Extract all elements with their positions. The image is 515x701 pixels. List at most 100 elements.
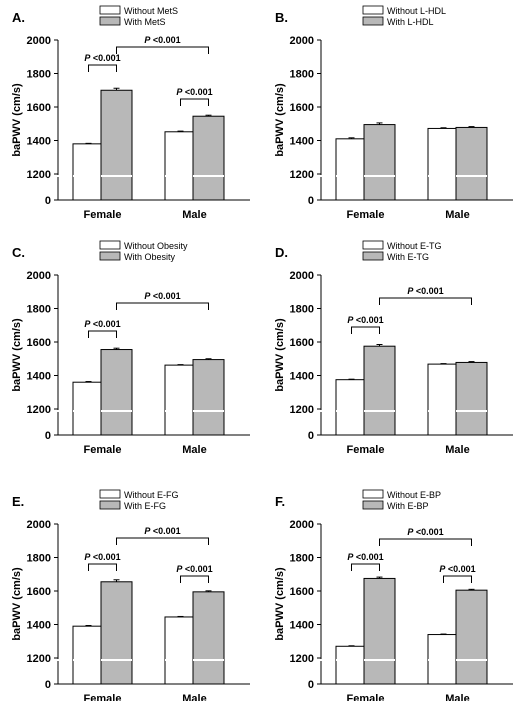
- significance-label: P <0.001: [144, 291, 180, 301]
- y-tick-label: 1400: [27, 371, 51, 383]
- bar: [192, 115, 225, 201]
- y-tick-label: 0: [308, 679, 314, 691]
- y-tick-label: 1200: [290, 169, 314, 181]
- significance-label: P <0.001: [144, 526, 180, 536]
- legend-swatch: [362, 251, 384, 261]
- significance-bracket: [116, 302, 209, 310]
- bar: [192, 359, 225, 436]
- significance-label: P <0.001: [144, 35, 180, 45]
- legend-entry: With E-TG: [387, 252, 429, 262]
- significance-bracket: [351, 326, 380, 334]
- bar: [164, 131, 197, 201]
- significance-bracket: [443, 575, 472, 583]
- legend-swatch: [362, 5, 384, 15]
- legend-entry: With E-FG: [124, 501, 166, 511]
- legend-swatch: [362, 240, 384, 250]
- legend-entry: With MetS: [124, 17, 166, 27]
- y-tick-label: 1600: [27, 337, 51, 349]
- legend-swatch: [99, 489, 121, 499]
- y-tick-label: 1800: [290, 553, 314, 565]
- bar: [455, 589, 488, 685]
- bar: [427, 363, 460, 436]
- x-category-label: Male: [182, 444, 206, 456]
- panel-letter: A.: [12, 10, 25, 25]
- bar: [100, 349, 133, 436]
- bar: [335, 138, 368, 201]
- significance-label: P <0.001: [176, 564, 212, 574]
- y-tick-label: 0: [45, 195, 51, 207]
- significance-bracket: [180, 98, 209, 106]
- y-tick-label: 1800: [290, 69, 314, 81]
- y-axis-label: baPWV (cm/s): [11, 318, 23, 392]
- y-axis-label: baPWV (cm/s): [11, 567, 23, 641]
- bar: [335, 645, 368, 685]
- panel-letter: B.: [275, 10, 288, 25]
- significance-label: P <0.001: [407, 527, 443, 537]
- legend-swatch: [99, 5, 121, 15]
- y-tick-label: 0: [308, 430, 314, 442]
- y-tick-label: 1600: [27, 102, 51, 114]
- y-tick-label: 2000: [27, 519, 51, 531]
- y-tick-label: 1400: [27, 620, 51, 632]
- y-tick-label: 0: [308, 195, 314, 207]
- y-tick-label: 1600: [290, 102, 314, 114]
- significance-bracket: [88, 563, 117, 571]
- bar: [72, 143, 105, 201]
- y-tick-label: 1400: [27, 136, 51, 148]
- y-tick-label: 1400: [290, 371, 314, 383]
- significance-label: P <0.001: [84, 552, 120, 562]
- significance-bracket: [180, 575, 209, 583]
- y-tick-label: 1800: [27, 553, 51, 565]
- significance-label: P <0.001: [84, 53, 120, 63]
- bar: [427, 127, 460, 201]
- significance-label: P <0.001: [407, 286, 443, 296]
- y-tick-label: 1400: [290, 136, 314, 148]
- significance-label: P <0.001: [439, 564, 475, 574]
- bar: [363, 345, 396, 436]
- legend-entry: Without E-TG: [387, 241, 442, 251]
- panel-letter: E.: [12, 494, 24, 509]
- legend-swatch: [99, 500, 121, 510]
- x-category-label: Male: [182, 209, 206, 221]
- bar: [455, 361, 488, 436]
- significance-label: P <0.001: [347, 315, 383, 325]
- significance-bracket: [88, 330, 117, 338]
- y-tick-label: 1800: [27, 69, 51, 81]
- y-tick-label: 2000: [27, 270, 51, 282]
- y-tick-label: 1200: [27, 169, 51, 181]
- significance-bracket: [379, 538, 472, 546]
- y-tick-label: 1200: [27, 404, 51, 416]
- x-category-label: Male: [445, 693, 469, 701]
- x-category-label: Female: [84, 444, 122, 456]
- legend-swatch: [362, 500, 384, 510]
- y-tick-label: 2000: [27, 35, 51, 47]
- significance-bracket: [351, 563, 380, 571]
- y-tick-label: 1600: [290, 586, 314, 598]
- panel-letter: D.: [275, 245, 288, 260]
- bar: [363, 577, 396, 685]
- panel-letter: C.: [12, 245, 25, 260]
- y-tick-label: 1600: [290, 337, 314, 349]
- legend-entry: Without Obesity: [124, 241, 188, 251]
- legend-entry: Without MetS: [124, 6, 178, 16]
- x-category-label: Male: [182, 693, 206, 701]
- legend-entry: With E-BP: [387, 501, 429, 511]
- legend-swatch: [99, 251, 121, 261]
- y-tick-label: 1200: [27, 653, 51, 665]
- panel-letter: F.: [275, 494, 285, 509]
- legend-swatch: [362, 16, 384, 26]
- significance-bracket: [116, 46, 209, 54]
- significance-label: P <0.001: [176, 87, 212, 97]
- legend-swatch: [99, 240, 121, 250]
- x-category-label: Female: [347, 444, 385, 456]
- y-axis-label: baPWV (cm/s): [11, 83, 23, 157]
- y-tick-label: 0: [45, 679, 51, 691]
- significance-label: P <0.001: [347, 552, 383, 562]
